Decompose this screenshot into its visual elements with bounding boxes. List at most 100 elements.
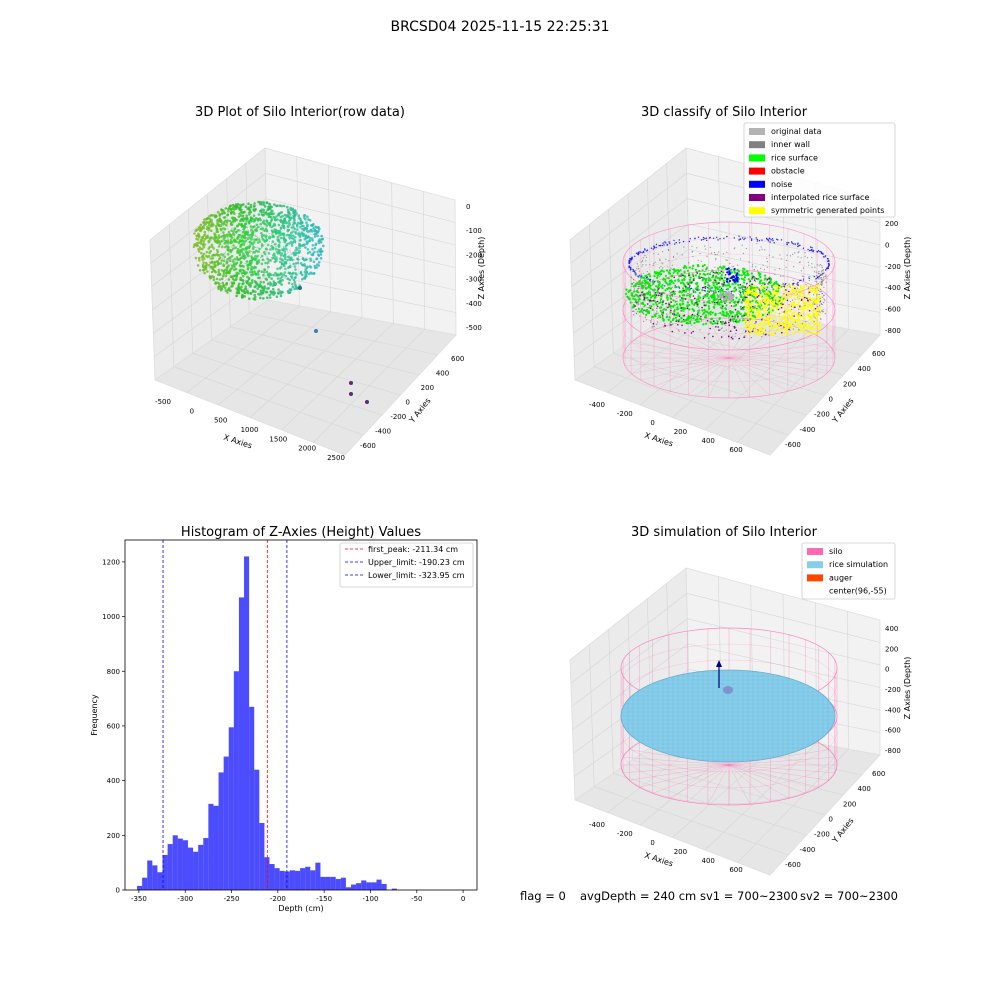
histogram-bar (167, 844, 173, 890)
auger-marker (716, 660, 733, 694)
panel1-x-tick: 1500 (269, 435, 287, 443)
histogram-bar (325, 876, 331, 891)
legend-label: rice surface (771, 153, 818, 162)
panel1-y-tick: 400 (436, 370, 449, 378)
panel4-y-tick: 200 (843, 800, 856, 808)
histogram-bar (340, 877, 346, 890)
histogram-x-tick: -250 (224, 895, 240, 903)
legend-swatch (749, 194, 765, 201)
histogram-x-ticks: -350 -300 -250 -200 -150 -100 -50 0 (131, 890, 465, 903)
panel4-title: 3D simulation of Silo Interior (631, 525, 818, 540)
footer-avg-depth: avgDepth = 240 cm (580, 889, 696, 903)
panel2-y-tick: -600 (785, 441, 801, 449)
histogram-legend-label: first_peak: -211.34 cm (368, 545, 458, 554)
panel4-z-tick: 200 (885, 645, 898, 653)
panel4-y-tick: -200 (814, 831, 830, 839)
histogram-bar (361, 880, 367, 890)
histogram-bar (172, 835, 178, 890)
histogram-bar (294, 870, 301, 890)
panel2-legend-box (743, 122, 896, 218)
histogram-x-tick: -100 (363, 895, 379, 903)
histogram-bar (137, 885, 143, 890)
panel4-y-tick: 600 (872, 770, 885, 778)
histogram-bar (289, 870, 295, 890)
histogram-x-tick: -200 (270, 895, 286, 903)
histogram-legend: first_peak: -211.34 cm Upper_limit: -190.… (339, 542, 474, 588)
panel1-x-tick: 0 (190, 407, 194, 415)
histogram-bar (198, 844, 204, 890)
legend-label: silo (829, 547, 843, 556)
panel2-y-tick: -400 (800, 426, 816, 434)
panel2-x-tick: 200 (674, 428, 687, 436)
histogram-bar (381, 883, 387, 890)
legend-swatch (749, 128, 765, 135)
panel1-z-tick: -500 (466, 324, 482, 332)
panel2-y-tick: 200 (843, 380, 856, 388)
panel4-y-label: Y Axies (830, 816, 856, 845)
histogram-bar (213, 805, 219, 890)
panel-simulation-3d: 3D simulation of Silo Interior -400 -200 0… (569, 525, 912, 876)
panel4-z-ticks: 400 200 0 -200 -400 -600 -800 (885, 625, 901, 755)
panel4-rice-surface (620, 669, 836, 763)
legend-swatch (749, 154, 765, 162)
panel2-z-ticks: 200 0 -200 -400 -600 -800 (885, 220, 901, 335)
panel1-x-tick: -500 (155, 398, 171, 406)
panel2-y-tick: 0 (829, 396, 833, 404)
legend-swatch (749, 180, 765, 188)
histogram-bar (274, 868, 280, 891)
panel2-y-tick: -200 (814, 411, 830, 419)
histogram-title: Histogram of Z-Axies (Height) Values (181, 525, 421, 540)
histogram-bar (376, 879, 382, 890)
histogram-y-tick: 1200 (102, 558, 120, 566)
histogram-bar (300, 868, 306, 891)
histogram-plot-area (125, 540, 477, 890)
panel1-x-tick: 500 (214, 417, 227, 425)
histogram-x-tick: 0 (461, 895, 465, 903)
histogram-bar (187, 847, 194, 890)
histogram-bar (208, 803, 214, 890)
panel2-x-tick: 0 (650, 419, 654, 427)
figure-title: BRCSD04 2025-11-15 22:25:31 (390, 19, 609, 35)
histogram-y-tick: 1000 (102, 613, 120, 621)
histogram-bar (371, 882, 377, 890)
legend-swatch (807, 574, 823, 582)
histogram-bar (259, 823, 265, 890)
histogram-x-tick: -150 (316, 895, 332, 903)
histogram-y-ticks: 0 200 400 600 800 1000 1200 (102, 558, 125, 895)
histogram-frame (124, 539, 478, 891)
panel1-point-cloud (192, 200, 369, 404)
histogram-bar (284, 871, 290, 890)
panel4-x-tick: 0 (650, 839, 654, 847)
panel4-x-label: X Axies (643, 851, 674, 869)
legend-label: obstacle (771, 167, 805, 176)
panel4-x-tick: 200 (674, 848, 687, 856)
panel2-z-tick: 200 (885, 220, 898, 228)
histogram-x-tick: -350 (131, 895, 147, 903)
panel2-y-label: Y Axies (830, 396, 856, 425)
histogram-bar (182, 840, 188, 890)
legend-label: inner wall (771, 140, 810, 149)
histogram-bar (223, 756, 229, 890)
panel4-z-tick: 0 (885, 666, 889, 674)
panel4-z-tick: -200 (885, 686, 901, 694)
panel1-z-ticks: 0 -100 -200 -300 -400 -500 (466, 203, 482, 332)
panel4-z-tick: -600 (885, 727, 901, 735)
panel2-x-ticks: -400 -200 0 200 400 600 (589, 401, 743, 454)
panel2-z-tick: -600 (885, 306, 901, 314)
histogram-x-label: Depth (cm) (278, 904, 323, 913)
panel1-y-tick: -600 (360, 442, 376, 450)
panel4-x-tick: -200 (617, 830, 633, 838)
histogram-bar (218, 772, 224, 890)
histogram-bar (142, 877, 148, 890)
legend-swatch (749, 207, 765, 215)
panel4-legend: silo rice simulation auger center(96,-55) (801, 542, 896, 600)
histogram-bar (254, 769, 260, 890)
panel4-y-tick: 0 (829, 816, 833, 824)
histogram-legend-label: Upper_limit: -190.23 cm (368, 558, 465, 567)
panel-histogram: Histogram of Z-Axies (Height) Values -35… (90, 525, 478, 913)
histogram-bar (244, 556, 250, 890)
panel2-title: 3D classify of Silo Interior (641, 105, 808, 120)
legend-label: center(96,-55) (829, 587, 887, 596)
